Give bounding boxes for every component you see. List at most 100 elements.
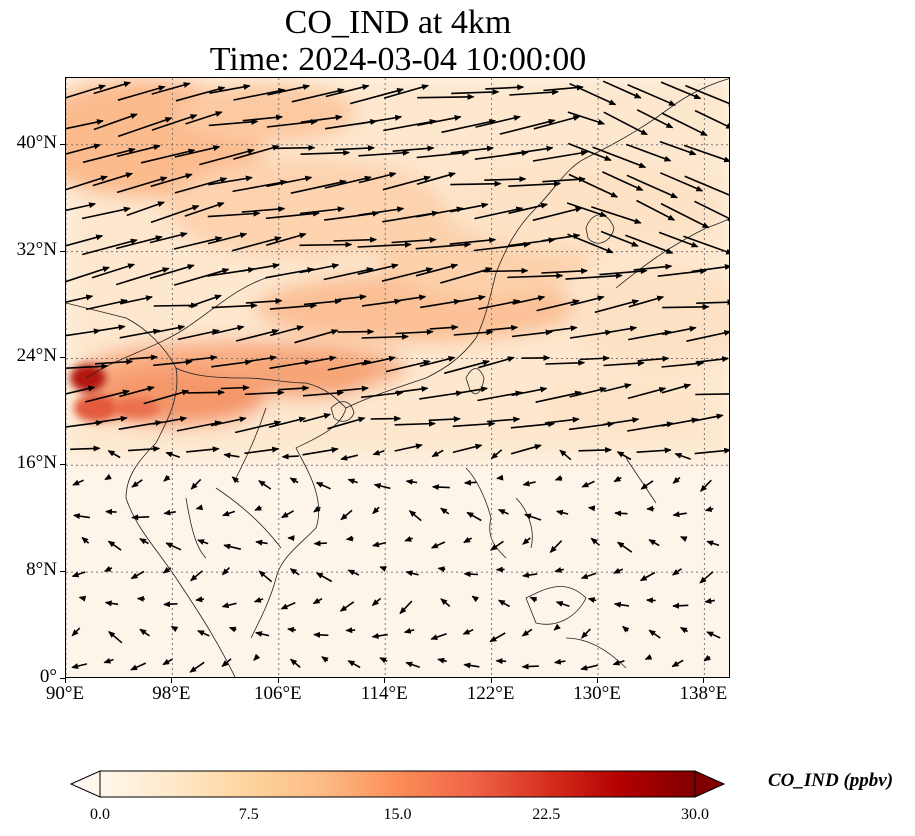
wind-vector — [474, 206, 524, 220]
wind-vector — [207, 232, 248, 245]
wind-vector — [507, 272, 564, 279]
wind-vector — [497, 599, 510, 608]
wind-vector — [349, 87, 405, 105]
wind-vector — [334, 145, 375, 152]
wind-vector — [403, 627, 415, 634]
wind-vector — [431, 484, 450, 491]
wind-vector — [554, 567, 564, 573]
wind-vector — [580, 572, 597, 580]
wind-vector — [195, 504, 204, 511]
lat-tick-mark — [60, 143, 65, 145]
wind-vector — [300, 149, 351, 156]
wind-vector — [443, 359, 490, 375]
wind-vector — [405, 478, 418, 485]
wind-vector — [70, 445, 101, 452]
wind-vector — [570, 295, 605, 306]
wind-vector — [244, 446, 280, 455]
wind-vector — [278, 385, 310, 392]
wind-vector — [233, 144, 280, 160]
wind-vector — [685, 84, 729, 107]
wind-vector — [429, 324, 459, 331]
wind-vector — [648, 629, 661, 639]
wind-vector — [658, 231, 699, 248]
lon-tick-mark — [490, 678, 492, 683]
lon-tick-label: 98°E — [152, 683, 191, 704]
wind-vector — [92, 172, 134, 187]
wind-vector — [662, 303, 710, 310]
plot-title-line-1: CO_IND at 4km — [284, 4, 512, 41]
wind-vector — [636, 447, 672, 454]
wind-vector — [683, 235, 729, 255]
wind-vector — [370, 415, 402, 422]
wind-vector — [671, 659, 684, 668]
wind-vector — [555, 509, 569, 516]
wind-vector — [522, 572, 538, 579]
map-canvas — [66, 78, 729, 677]
wind-vector — [524, 513, 542, 521]
colorbar-tick-label: 30.0 — [681, 806, 709, 823]
wind-vector — [153, 359, 193, 367]
wind-vector — [549, 540, 563, 554]
wind-vector — [208, 175, 253, 186]
wind-vector — [347, 569, 360, 576]
wind-vector — [581, 628, 591, 639]
wind-vector — [430, 633, 447, 640]
colorbar-gradient — [99, 770, 696, 798]
wind-vector — [622, 625, 630, 633]
wind-vector — [408, 510, 422, 522]
wind-vector — [115, 267, 170, 286]
wind-vector — [696, 299, 729, 306]
wind-vector — [266, 232, 307, 246]
wind-vector — [431, 449, 444, 458]
wind-vector — [340, 454, 358, 461]
wind-vector — [299, 263, 340, 274]
wind-vector — [661, 360, 705, 368]
colorbar-tick-label: 15.0 — [383, 806, 412, 823]
wind-vector — [373, 483, 391, 490]
wind-vector — [544, 416, 580, 424]
wind-vector — [602, 80, 642, 99]
wind-vector — [639, 571, 656, 582]
wind-vector — [419, 356, 456, 367]
wind-vector — [327, 359, 372, 371]
wind-vector — [66, 328, 101, 337]
wind-vector — [475, 115, 521, 128]
wind-vector — [244, 389, 285, 396]
wind-vector — [679, 536, 688, 542]
lat-tick-mark — [60, 357, 65, 359]
wind-vector — [245, 298, 283, 305]
wind-vector — [383, 119, 437, 132]
wind-vector — [347, 660, 361, 669]
wind-vector — [163, 509, 176, 516]
wind-vector — [612, 659, 625, 666]
wind-vector — [221, 567, 230, 576]
wind-vector — [567, 111, 606, 125]
wind-vector — [478, 299, 521, 310]
wind-vector — [679, 626, 688, 634]
wind-vector — [594, 299, 640, 314]
colorbar — [70, 770, 725, 798]
wind-vector — [672, 476, 681, 484]
wind-vector — [94, 415, 128, 424]
wind-vector — [599, 268, 648, 276]
wind-vector — [477, 356, 515, 369]
wind-vector — [633, 263, 673, 271]
wind-vector — [95, 324, 126, 332]
colorbar-extend-min — [70, 770, 101, 798]
wind-vector — [358, 114, 403, 125]
wind-vector — [627, 386, 667, 400]
wind-vector — [345, 535, 354, 542]
wind-vector — [541, 268, 589, 274]
wind-vector — [176, 420, 222, 432]
wind-vector — [221, 658, 232, 668]
wind-vector — [71, 571, 86, 578]
wind-vector — [694, 447, 729, 455]
wind-vector — [358, 149, 410, 157]
lat-tick-label: 0° — [39, 666, 57, 687]
wind-vector — [430, 541, 446, 549]
wind-vector — [93, 113, 138, 131]
wind-vector — [473, 241, 531, 252]
wind-vector — [706, 540, 720, 547]
wind-vector — [495, 658, 507, 665]
lat-tick-label: 32°N — [16, 238, 57, 260]
